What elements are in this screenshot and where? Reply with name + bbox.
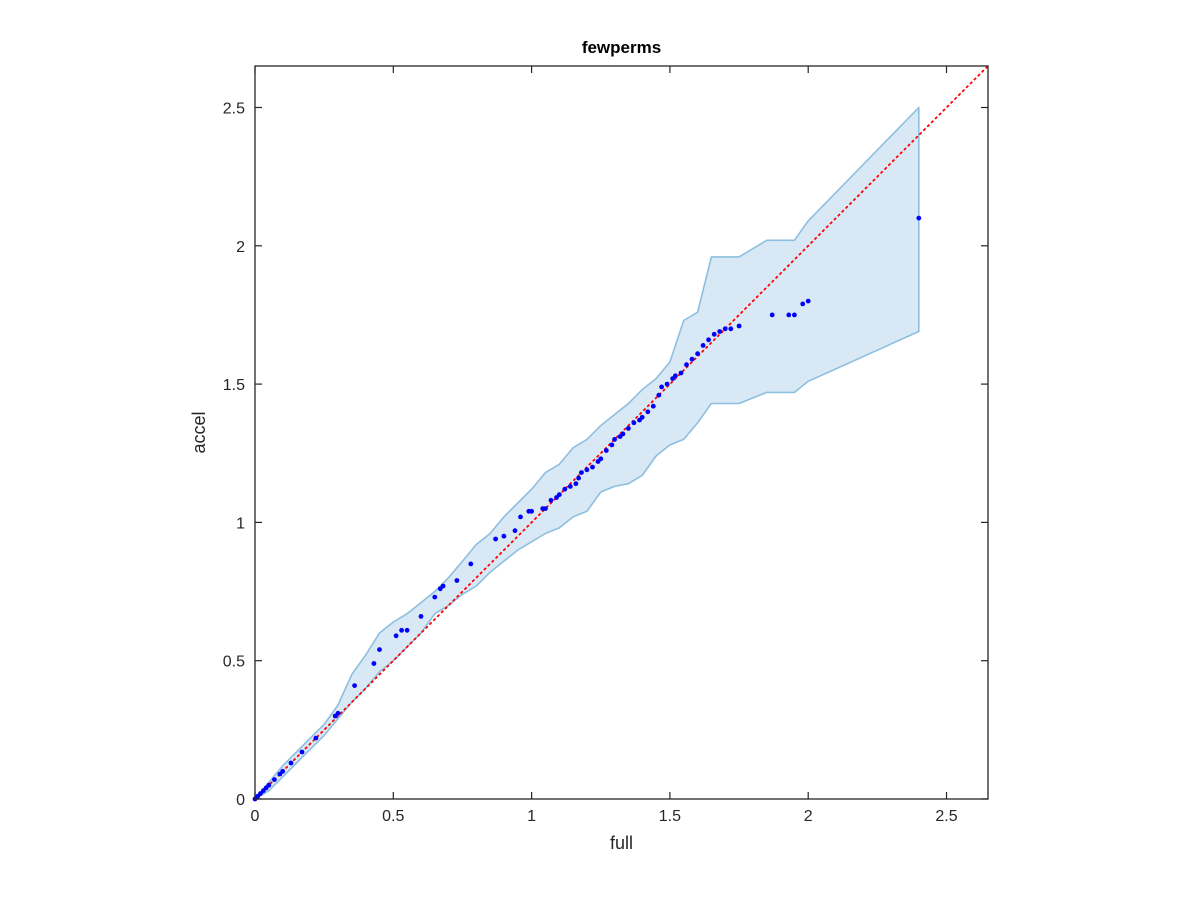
data-point [805, 298, 811, 304]
y-tick-label: 0.5 [223, 654, 245, 671]
data-point [562, 486, 568, 492]
data-point [567, 484, 573, 489]
data-point [518, 514, 523, 520]
chart-title: fewperms [582, 38, 661, 57]
data-point [377, 647, 382, 652]
data-point [501, 533, 507, 539]
x-tick-label: 1.5 [659, 808, 681, 825]
data-point [664, 381, 670, 387]
data-point [454, 578, 460, 583]
data-point [529, 508, 534, 514]
data-point [590, 464, 595, 470]
x-tick-label: 2.5 [935, 808, 957, 825]
data-point [432, 594, 438, 600]
data-point [695, 351, 700, 357]
data-point [656, 392, 662, 398]
plot-area: 0 0.5 1 1.5 2 2.5 0 0.5 1 1.5 2 2.5 [223, 65, 989, 825]
data-point [440, 583, 446, 589]
y-axis-label: accel [189, 411, 209, 453]
data-point [626, 426, 631, 431]
data-point [689, 356, 695, 362]
data-point [650, 403, 656, 409]
confidence-band [254, 106, 920, 800]
y-tick-label: 0 [236, 792, 245, 809]
data-point [576, 475, 581, 481]
y-tick-label: 2 [236, 239, 245, 256]
data-point [717, 329, 723, 334]
y-tick-label: 2.5 [223, 100, 245, 117]
data-point [728, 326, 734, 332]
data-point [573, 481, 579, 487]
data-point [609, 442, 615, 448]
data-point [612, 437, 617, 442]
data-point [418, 614, 424, 619]
data-point [673, 373, 678, 379]
y-tick-label: 1.5 [223, 377, 245, 394]
data-point [678, 370, 684, 376]
data-point [335, 710, 341, 716]
data-point [722, 326, 728, 332]
data-point [493, 536, 498, 542]
data-point [288, 760, 294, 766]
data-point [800, 301, 806, 307]
data-point [280, 768, 286, 774]
data-point [706, 337, 711, 343]
data-point [352, 683, 357, 688]
data-point [313, 735, 319, 741]
data-point [468, 561, 474, 567]
axes-box [254, 65, 989, 800]
data-point [792, 312, 797, 318]
data-point [786, 312, 792, 318]
data-point [631, 420, 637, 426]
data-point [598, 456, 604, 462]
data-point [584, 467, 590, 473]
x-axis-label: full [610, 833, 633, 853]
data-point [404, 627, 410, 633]
data-point [266, 782, 272, 788]
data-point [399, 627, 404, 633]
data-point [548, 497, 554, 503]
y-tick-label: 1 [236, 515, 245, 532]
data-point [700, 343, 706, 348]
data-point [579, 470, 584, 475]
data-point [620, 431, 626, 437]
data-point [543, 506, 548, 511]
data-point [736, 323, 742, 329]
data-point [711, 331, 717, 337]
data-point [684, 362, 689, 368]
data-point [639, 414, 645, 420]
data-point [299, 749, 305, 755]
data-point [556, 492, 562, 498]
data-point [603, 448, 609, 453]
x-tick-label: 1 [527, 808, 536, 825]
x-tick-label: 0 [251, 808, 260, 825]
data-point [512, 528, 518, 534]
data-point [371, 661, 377, 666]
data-point [916, 215, 922, 221]
data-point [272, 777, 277, 782]
x-tick-label: 0.5 [382, 808, 404, 825]
data-point [645, 409, 651, 415]
data-point [659, 384, 664, 390]
data-point [393, 633, 399, 639]
x-tick-label: 2 [804, 808, 813, 825]
data-point [769, 312, 775, 318]
